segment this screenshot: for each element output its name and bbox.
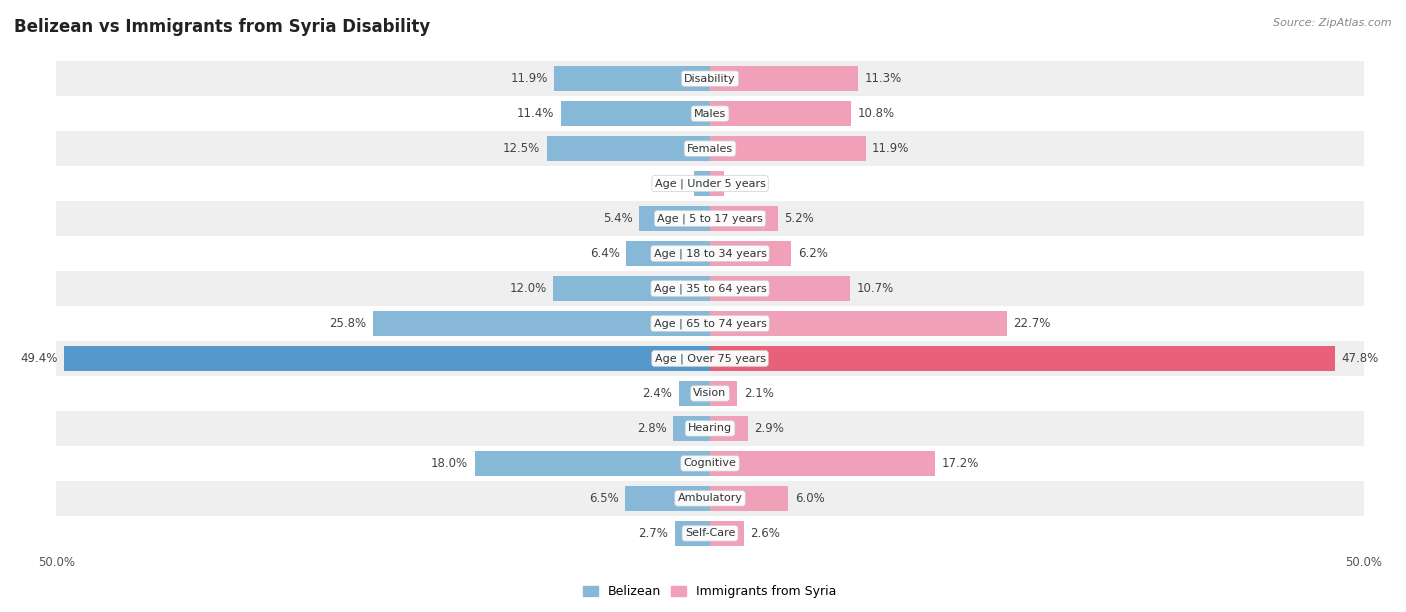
Text: 47.8%: 47.8% [1341, 352, 1379, 365]
Bar [56, 306, 1364, 341]
Text: Males: Males [695, 109, 725, 119]
Text: 17.2%: 17.2% [942, 457, 979, 470]
Bar [554, 66, 710, 91]
Text: Age | 65 to 74 years: Age | 65 to 74 years [654, 318, 766, 329]
Bar [710, 311, 1007, 336]
Bar [710, 451, 935, 476]
Text: 2.7%: 2.7% [638, 527, 668, 540]
Bar [710, 206, 778, 231]
Text: 1.2%: 1.2% [658, 177, 688, 190]
Text: Age | 35 to 64 years: Age | 35 to 64 years [654, 283, 766, 294]
Text: 2.1%: 2.1% [744, 387, 773, 400]
Bar [56, 131, 1364, 166]
Bar [695, 171, 710, 196]
Text: 1.1%: 1.1% [731, 177, 761, 190]
Bar [56, 341, 1364, 376]
Bar [710, 416, 748, 441]
Text: 11.9%: 11.9% [872, 142, 910, 155]
Bar [56, 166, 1364, 201]
Bar [710, 346, 1336, 371]
Text: Age | 18 to 34 years: Age | 18 to 34 years [654, 248, 766, 259]
Bar [626, 241, 710, 266]
Text: 11.9%: 11.9% [510, 72, 548, 85]
Bar [56, 376, 1364, 411]
Text: Self-Care: Self-Care [685, 528, 735, 539]
Text: Age | Under 5 years: Age | Under 5 years [655, 178, 765, 189]
Bar [553, 276, 710, 301]
Bar [56, 481, 1364, 516]
Bar [673, 416, 710, 441]
Bar [561, 101, 710, 126]
Bar [56, 96, 1364, 131]
Bar [710, 171, 724, 196]
Text: Belizean vs Immigrants from Syria Disability: Belizean vs Immigrants from Syria Disabi… [14, 18, 430, 36]
Bar [679, 381, 710, 406]
Text: Vision: Vision [693, 389, 727, 398]
Text: 22.7%: 22.7% [1014, 317, 1050, 330]
Bar [710, 381, 738, 406]
Bar [710, 276, 851, 301]
Text: Source: ZipAtlas.com: Source: ZipAtlas.com [1274, 18, 1392, 28]
Text: 6.4%: 6.4% [591, 247, 620, 260]
Text: 18.0%: 18.0% [432, 457, 468, 470]
Text: Females: Females [688, 144, 733, 154]
Bar [56, 411, 1364, 446]
Bar [710, 241, 792, 266]
Text: Cognitive: Cognitive [683, 458, 737, 468]
Text: 6.2%: 6.2% [797, 247, 828, 260]
Bar [65, 346, 710, 371]
Text: 49.4%: 49.4% [20, 352, 58, 365]
Bar [56, 61, 1364, 96]
Text: Ambulatory: Ambulatory [678, 493, 742, 503]
Text: 25.8%: 25.8% [329, 317, 366, 330]
Text: 5.2%: 5.2% [785, 212, 814, 225]
Bar [373, 311, 710, 336]
Text: 6.0%: 6.0% [794, 492, 825, 505]
Bar [56, 236, 1364, 271]
Text: 2.9%: 2.9% [755, 422, 785, 435]
Text: Hearing: Hearing [688, 424, 733, 433]
Bar [640, 206, 710, 231]
Text: 5.4%: 5.4% [603, 212, 633, 225]
Bar [56, 516, 1364, 551]
Bar [710, 66, 858, 91]
Text: 11.3%: 11.3% [865, 72, 901, 85]
Text: 2.4%: 2.4% [643, 387, 672, 400]
Text: 6.5%: 6.5% [589, 492, 619, 505]
Text: 10.7%: 10.7% [856, 282, 894, 295]
Bar [710, 101, 851, 126]
Text: 12.5%: 12.5% [503, 142, 540, 155]
Text: 11.4%: 11.4% [517, 107, 554, 120]
Bar [547, 136, 710, 161]
Bar [710, 136, 866, 161]
Text: 12.0%: 12.0% [509, 282, 547, 295]
Text: 10.8%: 10.8% [858, 107, 894, 120]
Bar [56, 446, 1364, 481]
Legend: Belizean, Immigrants from Syria: Belizean, Immigrants from Syria [578, 580, 842, 603]
Bar [675, 521, 710, 546]
Text: 2.6%: 2.6% [751, 527, 780, 540]
Bar [710, 521, 744, 546]
Bar [56, 271, 1364, 306]
Bar [56, 201, 1364, 236]
Text: Age | 5 to 17 years: Age | 5 to 17 years [657, 214, 763, 224]
Text: 2.8%: 2.8% [637, 422, 666, 435]
Bar [626, 486, 710, 511]
Bar [475, 451, 710, 476]
Bar [710, 486, 789, 511]
Text: Age | Over 75 years: Age | Over 75 years [655, 353, 765, 364]
Text: Disability: Disability [685, 73, 735, 84]
